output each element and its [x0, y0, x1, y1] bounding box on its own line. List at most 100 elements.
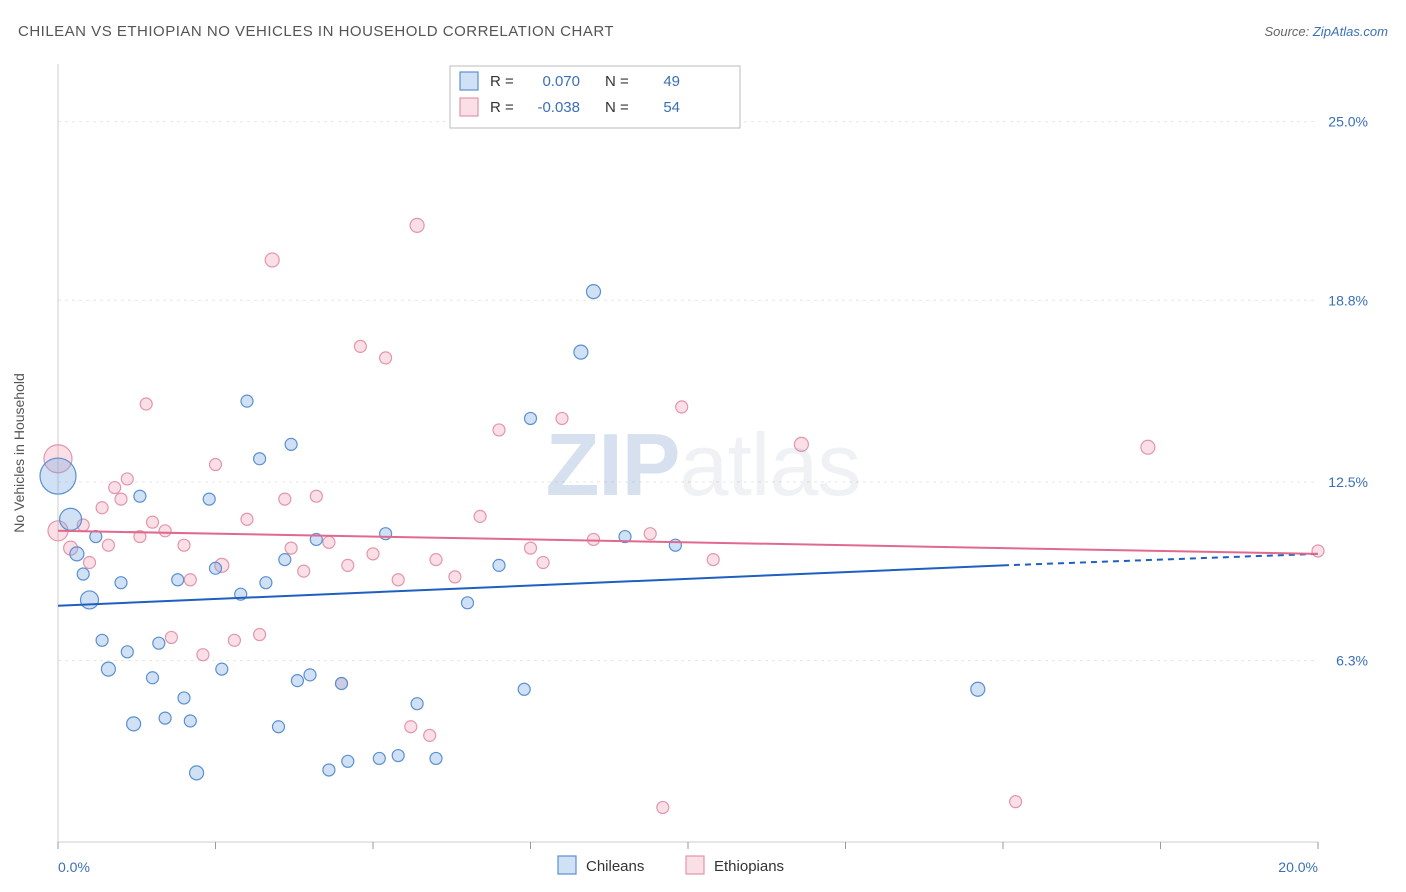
data-point — [574, 345, 588, 359]
x-label-left: 0.0% — [58, 859, 90, 875]
data-point — [336, 678, 348, 690]
chart-header: CHILEAN VS ETHIOPIAN NO VEHICLES IN HOUS… — [0, 0, 1406, 48]
data-point — [971, 682, 985, 696]
data-point — [587, 285, 601, 299]
data-point — [1010, 796, 1022, 808]
chart-source: Source: ZipAtlas.com — [1264, 24, 1388, 39]
chart-title: CHILEAN VS ETHIOPIAN NO VEHICLES IN HOUS… — [18, 23, 614, 40]
data-point — [96, 634, 108, 646]
y-tick-label: 25.0% — [1328, 114, 1368, 130]
data-point — [493, 559, 505, 571]
legend-n-value: 54 — [663, 99, 680, 116]
data-point — [159, 525, 171, 537]
data-point — [165, 631, 177, 643]
data-point — [121, 473, 133, 485]
data-point — [430, 554, 442, 566]
data-point — [184, 574, 196, 586]
data-point — [153, 637, 165, 649]
data-point — [210, 562, 222, 574]
bottom-legend-swatch — [686, 856, 704, 874]
data-point — [254, 629, 266, 641]
data-point — [60, 508, 82, 530]
data-point — [241, 395, 253, 407]
data-point — [241, 513, 253, 525]
data-point — [707, 554, 719, 566]
data-point — [323, 764, 335, 776]
data-point — [392, 574, 404, 586]
data-point — [140, 398, 152, 410]
data-point — [96, 502, 108, 514]
y-tick-label: 12.5% — [1328, 474, 1368, 490]
data-point — [537, 556, 549, 568]
data-point — [178, 539, 190, 551]
data-point — [197, 649, 209, 661]
data-point — [147, 516, 159, 528]
data-point — [518, 683, 530, 695]
trend-ethiopians — [58, 531, 1318, 554]
source-prefix: Source: — [1264, 24, 1312, 39]
data-point — [556, 412, 568, 424]
data-point — [669, 539, 681, 551]
data-point — [40, 458, 76, 494]
data-point — [493, 424, 505, 436]
data-point — [216, 663, 228, 675]
data-point — [430, 752, 442, 764]
data-point — [1312, 545, 1324, 557]
bottom-legend-label: Ethiopians — [714, 858, 784, 875]
data-point — [588, 533, 600, 545]
data-point — [147, 672, 159, 684]
data-point — [525, 412, 537, 424]
data-point — [474, 510, 486, 522]
data-point — [273, 721, 285, 733]
data-point — [84, 556, 96, 568]
data-point — [101, 662, 115, 676]
data-point — [298, 565, 310, 577]
data-point — [449, 571, 461, 583]
data-point — [342, 755, 354, 767]
data-point — [102, 539, 114, 551]
chart-area: 6.3%12.5%18.8%25.0%0.0%20.0%No Vehicles … — [0, 48, 1406, 892]
data-point — [279, 493, 291, 505]
legend-r-value: -0.038 — [537, 99, 580, 116]
data-point — [115, 577, 127, 589]
data-point — [109, 482, 121, 494]
legend-swatch — [460, 72, 478, 90]
data-point — [210, 459, 222, 471]
data-point — [203, 493, 215, 505]
data-point — [228, 634, 240, 646]
data-point — [159, 712, 171, 724]
data-point — [525, 542, 537, 554]
y-tick-label: 6.3% — [1336, 652, 1368, 668]
legend-r-label: R = — [490, 73, 514, 90]
data-point — [291, 675, 303, 687]
data-point — [462, 597, 474, 609]
data-point — [81, 591, 99, 609]
data-point — [265, 253, 279, 267]
data-point — [373, 752, 385, 764]
data-point — [279, 554, 291, 566]
data-point — [134, 490, 146, 502]
legend-n-value: 49 — [663, 73, 680, 90]
trend-chileans-dash — [1003, 554, 1318, 566]
data-point — [380, 352, 392, 364]
data-point — [121, 646, 133, 658]
data-point — [405, 721, 417, 733]
data-point — [310, 490, 322, 502]
data-point — [127, 717, 141, 731]
data-point — [657, 801, 669, 813]
legend-r-value: 0.070 — [542, 73, 580, 90]
y-axis-title: No Vehicles in Household — [11, 373, 27, 533]
data-point — [70, 547, 84, 561]
bottom-legend-swatch — [558, 856, 576, 874]
trend-chileans — [58, 565, 1003, 605]
bottom-legend-label: Chileans — [586, 858, 644, 875]
data-point — [342, 559, 354, 571]
data-point — [644, 528, 656, 540]
legend-n-label: N = — [605, 73, 629, 90]
data-point — [190, 766, 204, 780]
data-point — [260, 577, 272, 589]
data-point — [323, 536, 335, 548]
data-point — [392, 750, 404, 762]
source-link[interactable]: ZipAtlas.com — [1313, 24, 1388, 39]
data-point — [794, 437, 808, 451]
